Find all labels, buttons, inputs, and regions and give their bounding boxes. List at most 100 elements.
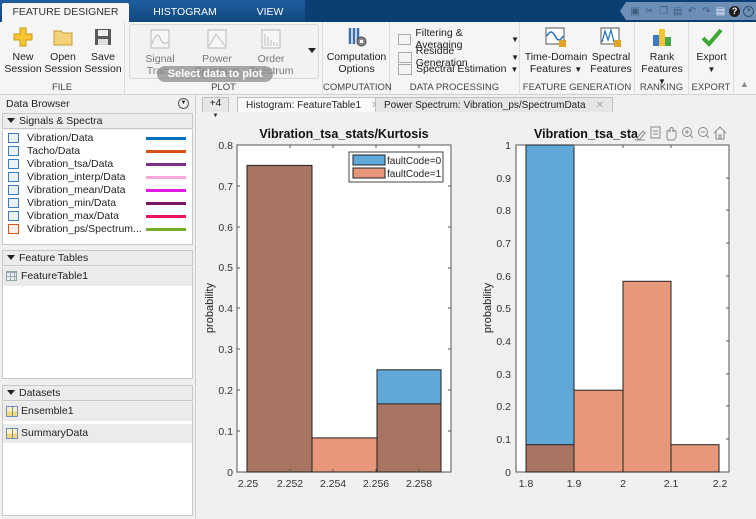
signal-item[interactable]: Vibration/Data <box>3 132 192 145</box>
open-session-button[interactable]: Open Session <box>44 26 82 75</box>
rank-podium-icon <box>653 29 671 46</box>
tab-histogram[interactable]: HISTOGRAM <box>153 6 217 18</box>
filtering-averaging-button[interactable]: Filtering & Averaging ▼ <box>398 27 519 51</box>
signal-item[interactable]: Vibration_min/Data <box>3 197 192 210</box>
group-data-processing: Filtering & Averaging ▼ Residue Generatio… <box>390 22 520 95</box>
save-icon[interactable]: ▣ <box>630 5 640 17</box>
collapse-triangle-icon <box>7 118 15 123</box>
brush-icon[interactable] <box>635 130 646 141</box>
rank-features-button[interactable]: Rank Features ▼ <box>637 26 687 88</box>
signal-icon <box>8 159 19 169</box>
tab-feature-designer[interactable]: FEATURE DESIGNER <box>2 3 129 22</box>
computation-options-button[interactable]: Computation Options <box>325 26 388 75</box>
histogram-second-feature[interactable]: Vibration_tsa_sta 0 0.1 0.2 0.3 0.4 0.5 … <box>482 127 730 490</box>
group-export: Export ▼ EXPORT <box>689 22 734 95</box>
tab-power-spectrum[interactable]: Power Spectrum: Vibration_ps/SpectrumDat… <box>375 97 613 112</box>
signal-icon <box>8 133 19 143</box>
signal-color-line <box>146 228 186 231</box>
signal-icon <box>8 185 19 195</box>
signals-spectra-header[interactable]: Signals & Spectra <box>2 113 193 129</box>
spectral-estimation-icon <box>398 63 412 75</box>
signal-color-line <box>146 137 186 140</box>
save-session-button[interactable]: Save Session <box>84 26 122 75</box>
zoom-in-icon[interactable] <box>682 127 694 139</box>
datatip-icon[interactable] <box>650 126 661 139</box>
x-axis-ticks: 2.25 2.252 2.254 2.256 2.258 <box>238 478 433 490</box>
feature-table-item[interactable]: FeatureTable1 <box>3 267 192 286</box>
legend-swatch-faultcode0 <box>352 154 386 166</box>
help-icon[interactable]: ? <box>729 5 741 17</box>
svg-text:0.1: 0.1 <box>496 434 511 446</box>
svg-text:0.2: 0.2 <box>496 401 511 413</box>
new-session-button[interactable]: New Session <box>4 26 42 75</box>
home-icon[interactable] <box>713 126 727 140</box>
hist-bar-faultcode1 <box>670 444 720 473</box>
chart-title: Vibration_tsa_stats/Kurtosis <box>259 127 428 141</box>
y-axis-tick-marks <box>237 145 451 472</box>
expand-icon[interactable]: ▼ <box>743 5 755 17</box>
redo-icon[interactable]: ↷ <box>702 5 711 17</box>
copy-icon[interactable]: ❐ <box>659 5 669 17</box>
dataset-item[interactable]: Ensemble1 <box>3 402 192 421</box>
group-computation: Computation Options COMPUTATION <box>323 22 392 95</box>
collapse-triangle-icon <box>7 255 15 260</box>
spectral-features-icon <box>600 27 621 47</box>
svg-text:2: 2 <box>620 478 626 490</box>
layout-icon[interactable]: ▤ <box>715 5 726 17</box>
svg-text:2.254: 2.254 <box>320 478 346 490</box>
table-icon <box>6 271 17 281</box>
zoom-out-icon[interactable] <box>698 127 710 139</box>
group-label-export: EXPORT <box>691 82 731 93</box>
collapse-triangle-icon <box>7 390 15 395</box>
signal-item[interactable]: Vibration_mean/Data <box>3 184 192 197</box>
group-label-computation: COMPUTATION <box>323 82 392 93</box>
signal-item[interactable]: Tacho/Data <box>3 145 192 158</box>
spectral-features-button[interactable]: Spectral Features <box>590 26 632 75</box>
hist-bar-faultcode0 <box>525 144 575 473</box>
histogram-kurtosis[interactable]: Vibration_tsa_stats/Kurtosis 0 0.1 0.2 0… <box>204 127 452 490</box>
x-axis-ticks: 1.8 1.9 2 2.1 2.2 <box>519 478 728 490</box>
signal-icon <box>8 211 19 221</box>
svg-text:0.1: 0.1 <box>218 426 233 438</box>
svg-text:0.4: 0.4 <box>496 336 511 348</box>
panel-options-icon[interactable]: ▼ <box>178 98 189 109</box>
tab-view[interactable]: VIEW <box>256 6 284 18</box>
group-label-feature-generation: FEATURE GENERATION <box>522 82 632 93</box>
chart-legend[interactable]: faultCode=0 faultCode=1 <box>348 151 444 183</box>
collapse-ribbon-icon[interactable]: ▲ <box>740 79 749 89</box>
svg-text:1.8: 1.8 <box>519 478 534 490</box>
select-data-tooltip: Select data to plot <box>157 66 273 82</box>
hist-bar-overlap <box>246 164 313 473</box>
svg-text:0: 0 <box>505 467 511 479</box>
undo-icon[interactable]: ↶ <box>687 5 697 17</box>
feature-tables-header[interactable]: Feature Tables <box>2 250 193 266</box>
group-label-data-processing: DATA PROCESSING <box>409 82 500 93</box>
spectrum-item[interactable]: Vibration_ps/Spectrum... <box>3 223 192 236</box>
residue-generation-button[interactable]: Residue Generation ▼ <box>398 45 519 69</box>
legend-label: faultCode=1 <box>387 169 442 180</box>
datasets-header[interactable]: Datasets <box>2 385 193 401</box>
export-button[interactable]: Export ▼ <box>691 26 732 76</box>
data-browser-panel: Data Browser ▼ Signals & Spectra Vibrati… <box>0 95 196 519</box>
signal-item[interactable]: Vibration_max/Data <box>3 210 192 223</box>
signal-item[interactable]: Vibration_tsa/Data <box>3 158 192 171</box>
svg-text:0.3: 0.3 <box>218 344 233 356</box>
filtering-icon <box>398 33 412 45</box>
cut-icon[interactable]: ✂ <box>645 5 654 17</box>
group-label-file: FILE <box>51 82 73 93</box>
y-axis-ticks: 0 0.1 0.2 0.3 0.4 0.5 0.6 0.7 0.8 <box>218 140 233 479</box>
svg-text:0.8: 0.8 <box>218 140 233 152</box>
dataset-item[interactable]: SummaryData <box>3 424 192 443</box>
signal-item[interactable]: Vibration_interp/Data <box>3 171 192 184</box>
paste-icon[interactable]: ▤ <box>673 5 683 17</box>
datasets-list: Ensemble1 SummaryData <box>2 402 193 516</box>
spectral-estimation-button[interactable]: Spectral Estimation ▼ <box>398 63 518 75</box>
close-tab-icon[interactable]: ✕ <box>595 100 604 111</box>
plot-gallery-expand-icon[interactable] <box>308 48 316 53</box>
tab-overflow-button[interactable]: +4 ▼ <box>202 97 229 119</box>
svg-text:0.3: 0.3 <box>496 369 511 381</box>
svg-text:2.1: 2.1 <box>664 478 679 490</box>
time-domain-features-button[interactable]: Time-Domain Features ▼ <box>524 26 588 76</box>
pan-icon[interactable] <box>666 127 677 141</box>
